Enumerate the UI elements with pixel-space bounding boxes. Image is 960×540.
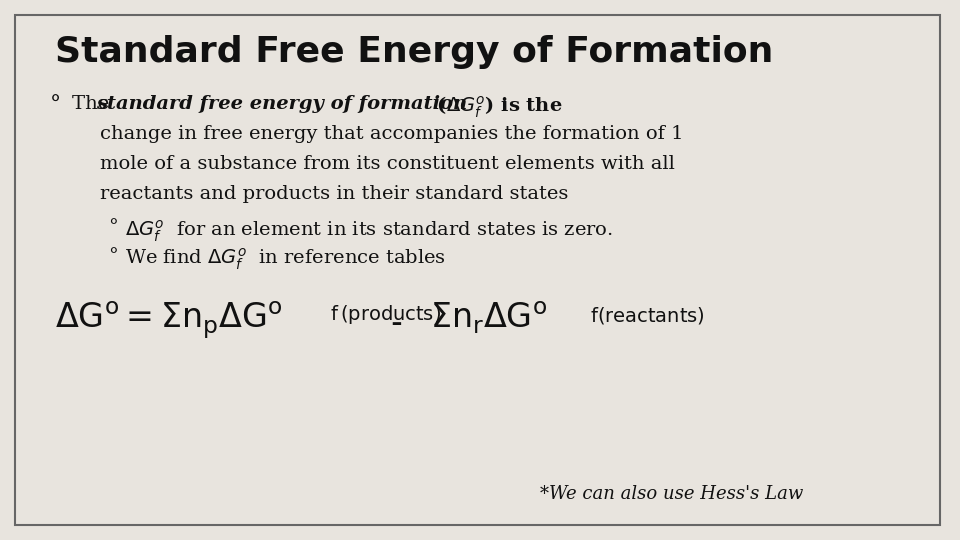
Text: *We can also use Hess's Law: *We can also use Hess's Law — [540, 485, 804, 503]
Text: °: ° — [50, 95, 61, 117]
Text: reactants and products in their standard states: reactants and products in their standard… — [100, 185, 568, 203]
Text: °: ° — [108, 247, 118, 265]
Text: $_{\mathrm{f(reactants)}}$: $_{\mathrm{f(reactants)}}$ — [590, 300, 705, 327]
Text: change in free energy that accompanies the formation of 1: change in free energy that accompanies t… — [100, 125, 684, 143]
Text: °: ° — [108, 218, 118, 236]
Text: We find $\Delta G_f^o$  in reference tables: We find $\Delta G_f^o$ in reference tabl… — [125, 247, 446, 273]
Text: The: The — [72, 95, 115, 113]
Text: mole of a substance from its constituent elements with all: mole of a substance from its constituent… — [100, 155, 675, 173]
Text: Standard Free Energy of Formation: Standard Free Energy of Formation — [55, 35, 774, 69]
Text: -: - — [370, 308, 424, 340]
Text: ($\Delta G_f^o$) is the: ($\Delta G_f^o$) is the — [430, 95, 563, 120]
Text: $\Delta G_f^o$  for an element in its standard states is zero.: $\Delta G_f^o$ for an element in its sta… — [125, 218, 613, 244]
Text: standard free energy of formation: standard free energy of formation — [96, 95, 468, 113]
Text: $\Delta \mathrm{G}^\mathrm{o} = \Sigma \mathrm{n_p} \Delta \mathrm{G}^\mathrm{o}: $\Delta \mathrm{G}^\mathrm{o} = \Sigma \… — [55, 300, 282, 341]
FancyBboxPatch shape — [15, 15, 940, 525]
Text: $\Sigma \mathrm{n_r} \Delta \mathrm{G}^\mathrm{o}$: $\Sigma \mathrm{n_r} \Delta \mathrm{G}^\… — [430, 300, 547, 336]
Text: $_{\mathrm{f\,(products)}}$: $_{\mathrm{f\,(products)}}$ — [330, 300, 441, 327]
